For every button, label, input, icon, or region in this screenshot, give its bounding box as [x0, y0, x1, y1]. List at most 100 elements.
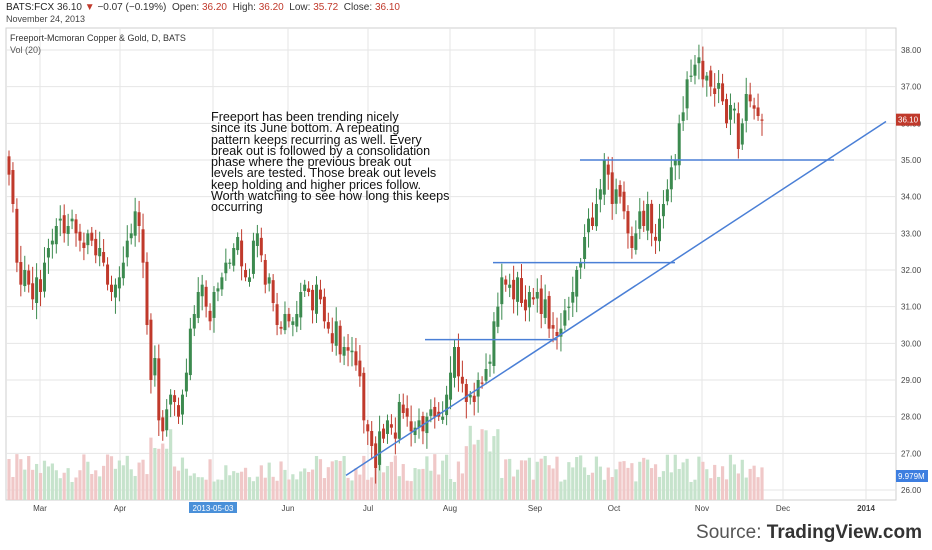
candle-body[interactable]	[740, 123, 744, 145]
candle-body[interactable]	[543, 299, 547, 318]
candle-body[interactable]	[177, 405, 181, 417]
candle-body[interactable]	[382, 428, 386, 439]
candle-body[interactable]	[145, 261, 149, 325]
candle-body[interactable]	[531, 297, 535, 300]
candle-body[interactable]	[62, 215, 66, 234]
candle-body[interactable]	[756, 107, 760, 116]
candle-body[interactable]	[196, 292, 200, 318]
candle-body[interactable]	[480, 382, 484, 384]
candle-body[interactable]	[295, 314, 299, 327]
candle-body[interactable]	[594, 204, 598, 227]
candle-body[interactable]	[685, 79, 689, 109]
candle-body[interactable]	[642, 210, 646, 226]
candle-body[interactable]	[622, 191, 626, 212]
candle-body[interactable]	[267, 277, 271, 284]
candle-body[interactable]	[125, 240, 129, 258]
candle-body[interactable]	[74, 219, 78, 234]
candle-body[interactable]	[338, 325, 342, 355]
candle-body[interactable]	[697, 57, 701, 64]
candle-body[interactable]	[665, 189, 669, 202]
candle-body[interactable]	[555, 332, 559, 336]
candle-body[interactable]	[247, 277, 251, 282]
candle-body[interactable]	[590, 217, 594, 226]
candle-body[interactable]	[389, 424, 393, 428]
candle-body[interactable]	[110, 284, 114, 292]
volume-legend[interactable]: Vol (20)	[10, 45, 42, 55]
candle-body[interactable]	[224, 262, 228, 274]
candle-body[interactable]	[42, 262, 46, 292]
candle-body[interactable]	[46, 248, 50, 258]
candle-body[interactable]	[204, 286, 208, 307]
candle-body[interactable]	[228, 262, 232, 264]
candle-body[interactable]	[94, 238, 98, 256]
candle-body[interactable]	[15, 208, 19, 263]
candle-body[interactable]	[689, 75, 693, 77]
candle-body[interactable]	[606, 164, 610, 175]
candle-body[interactable]	[161, 417, 165, 432]
trend-line[interactable]	[345, 120, 887, 476]
candle-body[interactable]	[405, 408, 409, 417]
candle-body[interactable]	[563, 310, 567, 326]
candle-body[interactable]	[409, 421, 413, 432]
candle-body[interactable]	[654, 236, 658, 241]
candle-body[interactable]	[244, 269, 248, 278]
candle-body[interactable]	[102, 252, 106, 263]
candle-body[interactable]	[449, 372, 453, 400]
candle-body[interactable]	[657, 218, 661, 242]
candle-body[interactable]	[220, 277, 224, 290]
candle-body[interactable]	[464, 384, 468, 402]
candle-body[interactable]	[488, 361, 492, 364]
candle-body[interactable]	[516, 277, 520, 302]
candle-body[interactable]	[259, 237, 263, 256]
candle-body[interactable]	[429, 409, 433, 416]
candle-body[interactable]	[610, 172, 614, 204]
candle-body[interactable]	[366, 424, 370, 432]
candle-body[interactable]	[208, 310, 212, 322]
candle-body[interactable]	[650, 203, 654, 234]
candle-body[interactable]	[744, 94, 748, 121]
candle-body[interactable]	[559, 328, 563, 337]
candle-body[interactable]	[425, 416, 429, 434]
candle-body[interactable]	[460, 376, 464, 384]
candle-body[interactable]	[441, 416, 445, 420]
candle-body[interactable]	[334, 321, 338, 346]
candle-body[interactable]	[66, 226, 70, 234]
candle-body[interactable]	[725, 99, 729, 124]
candle-body[interactable]	[184, 372, 188, 392]
candle-body[interactable]	[7, 156, 11, 175]
candle-body[interactable]	[713, 88, 717, 94]
candle-body[interactable]	[752, 105, 756, 109]
candle-body[interactable]	[385, 420, 389, 434]
candle-body[interactable]	[456, 347, 460, 377]
candle-body[interactable]	[539, 288, 543, 314]
candle-body[interactable]	[397, 402, 401, 439]
candle-body[interactable]	[523, 299, 527, 311]
chart-legend-title[interactable]: Freeport-Mcmoran Copper & Gold, D, BATS	[10, 33, 186, 43]
candle-body[interactable]	[571, 292, 575, 303]
candle-body[interactable]	[626, 211, 630, 234]
candle-body[interactable]	[354, 351, 358, 366]
candle-body[interactable]	[346, 347, 350, 351]
candle-body[interactable]	[717, 83, 721, 89]
candle-body[interactable]	[508, 284, 512, 288]
candle-body[interactable]	[117, 277, 121, 289]
candle-body[interactable]	[58, 218, 62, 221]
candle-body[interactable]	[157, 358, 161, 421]
candle-body[interactable]	[567, 306, 571, 308]
candle-body[interactable]	[358, 360, 362, 377]
candle-body[interactable]	[11, 170, 15, 204]
candle-body[interactable]	[82, 242, 86, 248]
candle-body[interactable]	[673, 160, 677, 166]
candle-body[interactable]	[141, 229, 145, 263]
candle-body[interactable]	[113, 284, 117, 298]
candle-body[interactable]	[315, 284, 319, 314]
candle-body[interactable]	[760, 119, 764, 121]
candle-body[interactable]	[188, 328, 192, 376]
candle-body[interactable]	[129, 233, 133, 239]
candle-body[interactable]	[421, 416, 425, 432]
candle-body[interactable]	[165, 409, 169, 431]
candle-body[interactable]	[701, 60, 705, 80]
candle-body[interactable]	[106, 264, 110, 285]
candle-body[interactable]	[492, 321, 496, 366]
candle-body[interactable]	[602, 160, 606, 195]
